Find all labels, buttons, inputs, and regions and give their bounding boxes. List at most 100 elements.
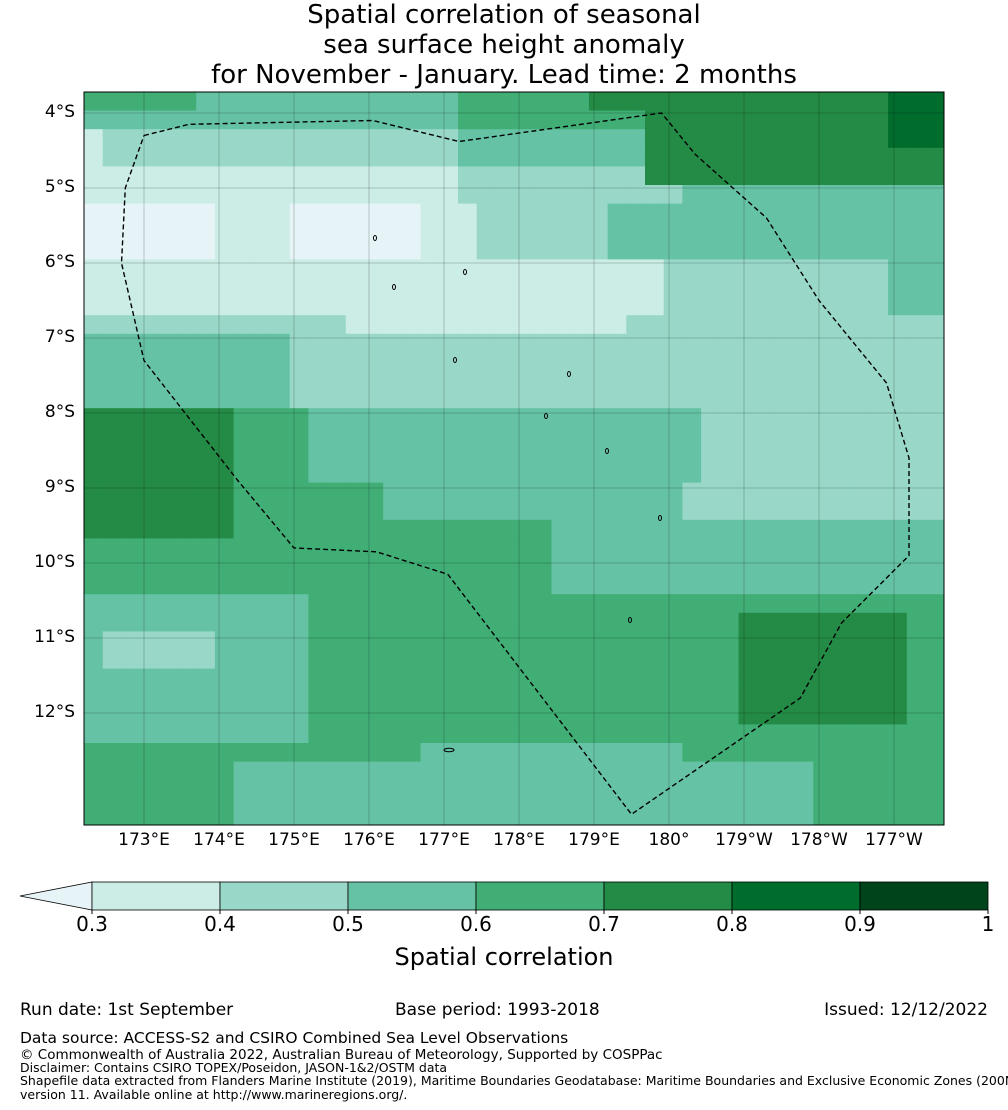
grid-cell (102, 129, 122, 149)
grid-cell (84, 724, 104, 744)
grid-cell (645, 315, 665, 335)
grid-cell (925, 278, 944, 298)
longitude-label: 177°E (418, 830, 470, 850)
grid-cell (551, 203, 571, 223)
grid-cell (345, 296, 366, 316)
grid-cell (757, 426, 777, 446)
grid-cell (645, 166, 665, 186)
grid-cell (495, 705, 515, 725)
grid-cell (233, 371, 253, 391)
grid-cell (214, 798, 235, 818)
grid-cell (682, 166, 702, 186)
grid-cell (383, 426, 403, 446)
grid-cell (794, 594, 814, 614)
grid-cell (738, 352, 758, 372)
grid-cell (289, 761, 309, 781)
run-date: Run date: 1st September (20, 1000, 234, 1020)
grid-cell (906, 110, 927, 130)
grid-cell (794, 352, 814, 372)
grid-cell (439, 352, 459, 372)
grid-cell (476, 650, 496, 670)
grid-cell (570, 817, 590, 825)
grid-cell (588, 222, 609, 242)
grid-cell (495, 371, 515, 391)
grid-cell (869, 705, 889, 725)
grid-cell (701, 780, 721, 800)
grid-cell (607, 557, 627, 577)
grid-cell (757, 687, 777, 707)
grid-cell (458, 315, 478, 335)
grid-cell (888, 389, 908, 409)
grid-cell (757, 798, 777, 818)
grid-cell (738, 612, 758, 632)
grid-cell (794, 147, 814, 167)
grid-cell (84, 222, 104, 242)
grid-cell (233, 557, 253, 577)
grid-cell (158, 296, 179, 316)
grid-cell (345, 147, 366, 167)
grid-cell (439, 798, 459, 818)
grid-cell (738, 687, 758, 707)
grid-cell (682, 743, 702, 763)
grid-cell (532, 464, 553, 484)
grid-cell (588, 240, 609, 260)
grid-cell (607, 185, 627, 205)
grid-cell (345, 259, 366, 279)
grid-cell (233, 575, 253, 595)
grid-cell (925, 315, 944, 335)
eez-boundary (120, 112, 910, 816)
grid-cell (158, 519, 179, 539)
grid-cell (102, 538, 122, 558)
latitude-label: 7°S (44, 327, 75, 347)
grid-cell (775, 557, 796, 577)
grid-cell (532, 203, 553, 223)
grid-cell (906, 352, 927, 372)
grid-cell (495, 278, 515, 298)
grid-cell (532, 724, 553, 744)
grid-cell (850, 203, 870, 223)
grid-cell (420, 445, 440, 465)
grid-cell (327, 333, 347, 353)
grid-cell (850, 166, 870, 186)
title-line-3: for November - January. Lead time: 2 mon… (211, 60, 797, 90)
grid-cell (570, 129, 590, 149)
grid-cell (813, 687, 833, 707)
grid-cell (289, 92, 309, 112)
grid-cell (476, 557, 496, 577)
grid-cell (214, 426, 235, 446)
grid-cell (588, 501, 609, 521)
grid-cell (832, 296, 852, 316)
grid-cell (757, 780, 777, 800)
grid-cell (682, 594, 702, 614)
island-outline (544, 413, 548, 419)
grid-cell (102, 519, 122, 539)
grid-cell (850, 129, 870, 149)
grid-cell (813, 705, 833, 725)
grid-cell (345, 408, 366, 428)
grid-cell (364, 389, 384, 409)
shapefile-credit-2: version 11. Available online at http://w… (20, 1087, 408, 1102)
grid-cell (757, 389, 777, 409)
grid-cell (925, 761, 944, 781)
grid-cell (177, 129, 197, 149)
grid-cell (84, 594, 104, 614)
grid-cell (869, 203, 889, 223)
grid-cell (102, 296, 122, 316)
grid-cell (327, 687, 347, 707)
grid-cell (158, 612, 179, 632)
grid-cell (794, 631, 814, 651)
grid-cell (420, 185, 440, 205)
grid-cell (888, 761, 908, 781)
grid-cell (401, 110, 422, 130)
grid-cell (196, 724, 216, 744)
grid-cell (701, 687, 721, 707)
grid-cell (925, 724, 944, 744)
grid-cell (794, 798, 814, 818)
grid-cell (420, 352, 440, 372)
grid-cell (645, 798, 665, 818)
grid-cell (532, 333, 553, 353)
grid-cell (495, 110, 515, 130)
grid-cell (308, 408, 328, 428)
grid-cell (888, 166, 908, 186)
grid-cell (888, 296, 908, 316)
